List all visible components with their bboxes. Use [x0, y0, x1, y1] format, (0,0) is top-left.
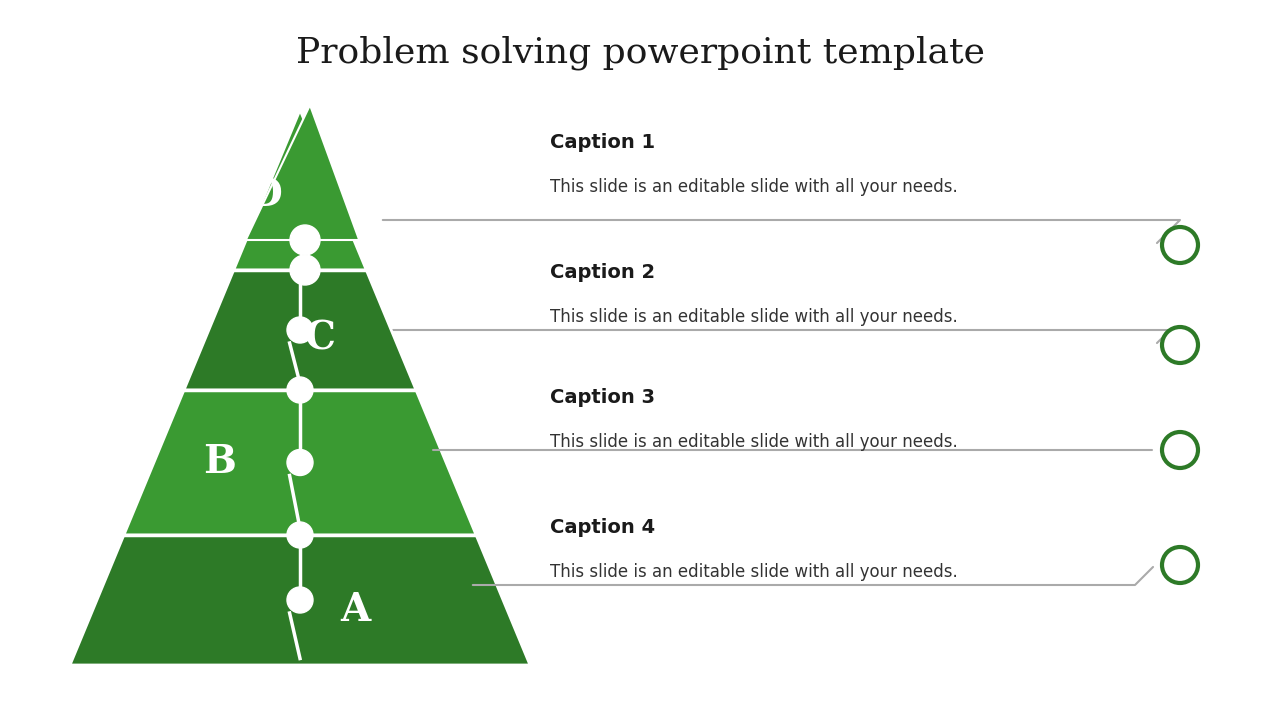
Text: Caption 4: Caption 4 — [550, 518, 655, 537]
Circle shape — [287, 317, 314, 343]
Circle shape — [287, 522, 314, 548]
Text: B: B — [204, 443, 237, 481]
Circle shape — [1162, 227, 1198, 263]
Circle shape — [287, 449, 314, 475]
Text: Caption 3: Caption 3 — [550, 388, 655, 407]
Text: A: A — [340, 591, 370, 629]
Text: Caption 1: Caption 1 — [550, 133, 655, 152]
Text: D: D — [248, 176, 282, 214]
Circle shape — [1162, 547, 1198, 583]
Text: C: C — [305, 319, 335, 357]
Polygon shape — [246, 105, 360, 240]
Circle shape — [1162, 327, 1198, 363]
Text: This slide is an editable slide with all your needs.: This slide is an editable slide with all… — [550, 563, 957, 581]
Text: This slide is an editable slide with all your needs.: This slide is an editable slide with all… — [550, 178, 957, 196]
Circle shape — [287, 377, 314, 403]
Circle shape — [291, 225, 320, 255]
Text: This slide is an editable slide with all your needs.: This slide is an editable slide with all… — [550, 308, 957, 326]
Polygon shape — [184, 270, 416, 390]
Text: Problem solving powerpoint template: Problem solving powerpoint template — [296, 35, 984, 70]
Circle shape — [291, 255, 320, 285]
Text: This slide is an editable slide with all your needs.: This slide is an editable slide with all… — [550, 433, 957, 451]
Circle shape — [287, 587, 314, 613]
Polygon shape — [124, 390, 476, 535]
Text: Caption 2: Caption 2 — [550, 263, 655, 282]
Polygon shape — [70, 535, 530, 665]
Polygon shape — [234, 110, 366, 270]
Circle shape — [1162, 432, 1198, 468]
